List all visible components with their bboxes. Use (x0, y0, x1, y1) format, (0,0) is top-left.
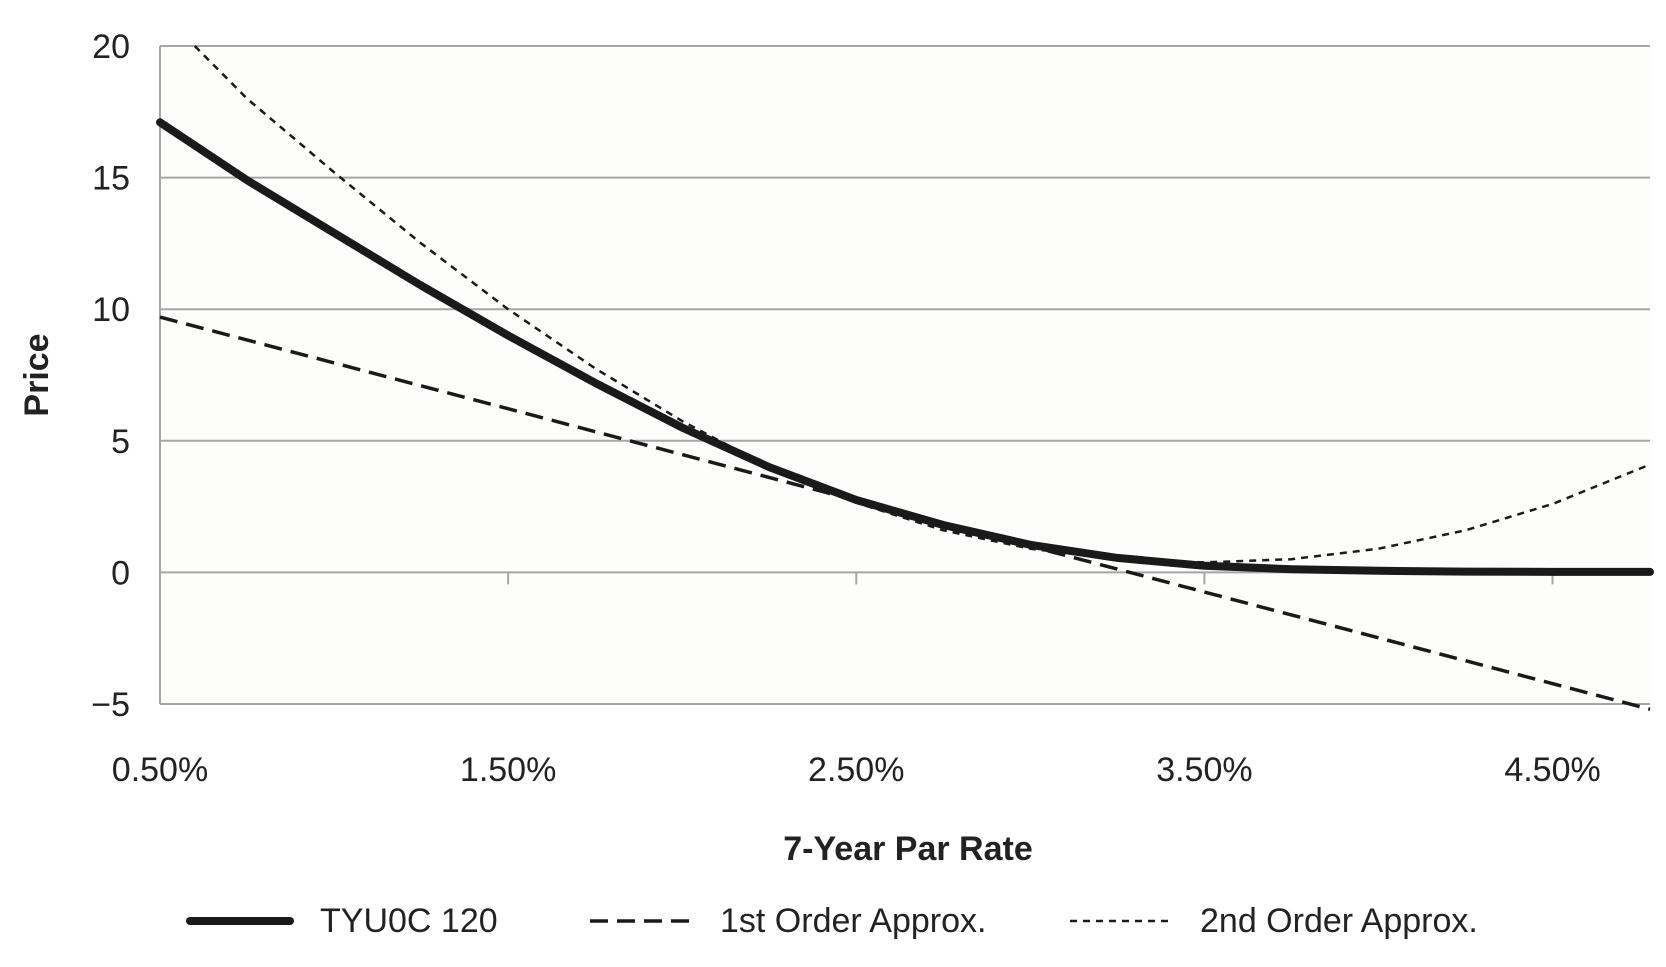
legend-label-2: 1st Order Approx. (720, 902, 986, 940)
legend: TYU0C 120 1st Order Approx. 2nd Order Appr… (186, 902, 1478, 940)
x-tick-label: 0.50% (112, 751, 208, 789)
x-tick-label: 3.50% (1156, 751, 1252, 789)
series-line-3 (193, 45, 1651, 564)
series-line-1 (156, 118, 1654, 576)
y-tick-label: 10 (92, 291, 130, 329)
x-tick-label: 2.50% (808, 751, 904, 789)
y-tick-label: 5 (111, 423, 130, 461)
y-tick-label: 0 (111, 554, 130, 592)
gridlines (160, 45, 1650, 705)
series-lines (156, 45, 1654, 711)
y-tick-label: 15 (92, 160, 130, 198)
y-tick-label: 20 (92, 28, 130, 66)
x-axis-title: 7-Year Par Rate (783, 830, 1033, 868)
tick-labels: −5 0 5 10 15 20 0.50% 1.50% 2.50% 3.50% 4.50% (91, 28, 1600, 789)
plot-area (160, 46, 1650, 704)
x-tick-label: 1.50% (460, 751, 556, 789)
x-tick-label: 4.50% (1504, 751, 1600, 789)
legend-label-1: TYU0C 120 (320, 902, 498, 940)
legend-label-3: 2nd Order Approx. (1200, 902, 1478, 940)
y-axis-title: Price (18, 333, 56, 416)
y-tick-label: −5 (91, 686, 130, 724)
